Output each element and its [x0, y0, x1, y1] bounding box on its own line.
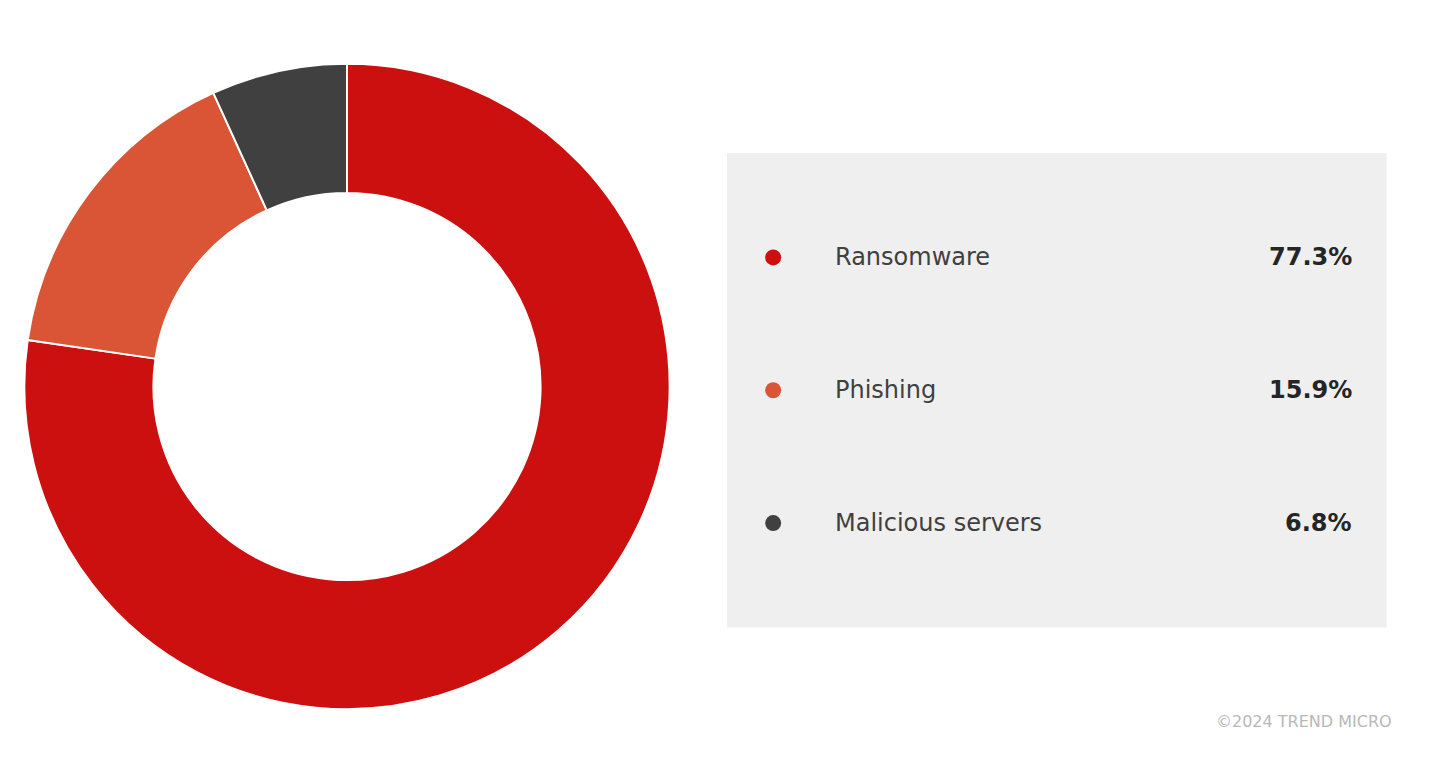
- svg-text:Malicious servers: Malicious servers: [835, 509, 1042, 537]
- svg-text:Phishing: Phishing: [835, 376, 936, 404]
- svg-text:Ransomware: Ransomware: [835, 243, 990, 271]
- svg-text:6.8%: 6.8%: [1285, 509, 1352, 537]
- svg-text:77.3%: 77.3%: [1269, 243, 1352, 271]
- svg-text:©2024 TREND MICRO: ©2024 TREND MICRO: [1216, 712, 1392, 731]
- svg-text:15.9%: 15.9%: [1269, 376, 1352, 404]
